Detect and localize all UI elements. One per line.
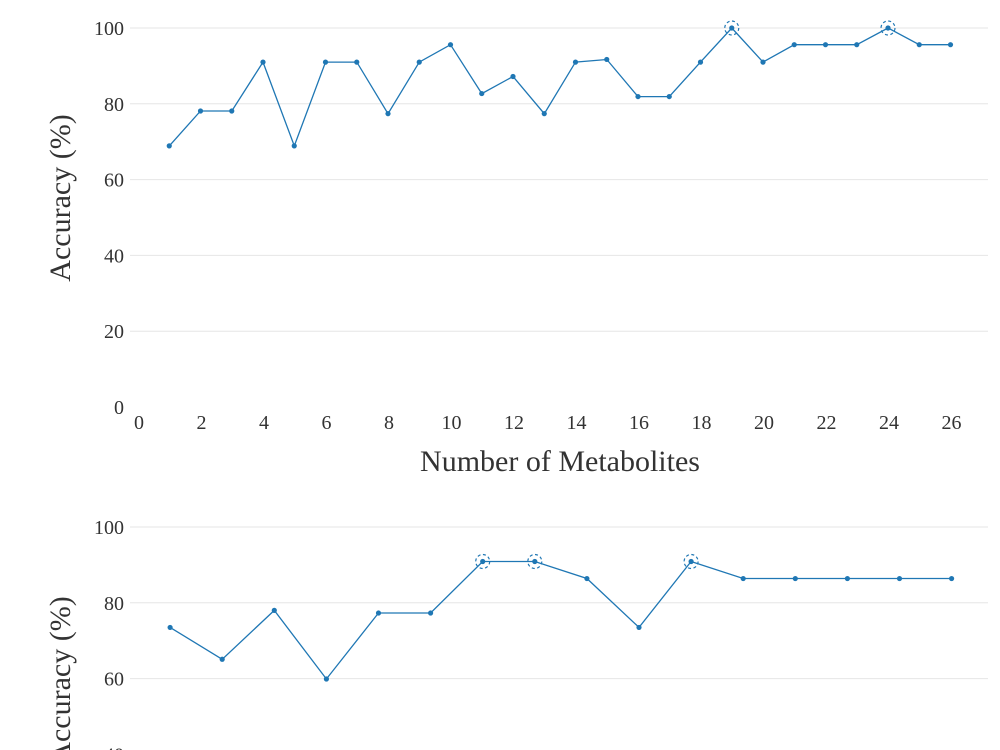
data-point bbox=[688, 558, 694, 565]
data-point bbox=[541, 111, 547, 117]
data-point bbox=[584, 575, 590, 582]
x-tick-label: 24 bbox=[879, 412, 899, 434]
x-tick-label: 16 bbox=[629, 412, 649, 434]
x-tick-label: 4 bbox=[259, 412, 269, 434]
data-point bbox=[947, 42, 954, 48]
y-tick-label: 100 bbox=[94, 18, 124, 40]
data-point bbox=[697, 59, 704, 65]
y-axis-title: Accuracy (%) bbox=[44, 596, 77, 750]
x-tick-label: 8 bbox=[384, 412, 394, 434]
data-point bbox=[729, 25, 735, 31]
data-point bbox=[572, 59, 579, 65]
data-point bbox=[854, 42, 860, 48]
data-point bbox=[480, 558, 486, 565]
data-point bbox=[666, 93, 672, 100]
data-point bbox=[323, 676, 329, 682]
data-point bbox=[166, 143, 172, 149]
data-point bbox=[822, 42, 829, 48]
data-point bbox=[260, 59, 266, 65]
data-point bbox=[792, 575, 798, 582]
y-axis-title: Accuracy (%) bbox=[44, 114, 77, 281]
x-tick-label: 22 bbox=[817, 412, 837, 434]
x-tick-label: 14 bbox=[567, 412, 587, 434]
x-tick-label: 2 bbox=[197, 412, 207, 434]
data-point bbox=[949, 575, 955, 582]
data-point bbox=[479, 90, 485, 97]
x-tick-label: 6 bbox=[322, 412, 332, 434]
data-point bbox=[271, 607, 277, 613]
data-point bbox=[636, 624, 642, 631]
data-point bbox=[354, 59, 360, 65]
data-point bbox=[322, 59, 329, 65]
y-tick-label: 60 bbox=[104, 170, 124, 192]
y-tick-label: 40 bbox=[104, 744, 124, 750]
y-tick-label: 80 bbox=[104, 593, 124, 615]
data-point bbox=[740, 575, 746, 582]
data-point bbox=[416, 59, 422, 65]
data-point bbox=[916, 42, 922, 48]
data-point bbox=[760, 59, 766, 65]
data-point bbox=[375, 610, 382, 616]
y-tick-label: 60 bbox=[104, 669, 124, 691]
x-tick-label: 10 bbox=[442, 412, 462, 434]
highlight-ring bbox=[475, 553, 491, 570]
x-tick-label: 20 bbox=[754, 412, 774, 434]
data-point bbox=[885, 25, 891, 31]
data-point bbox=[428, 610, 434, 616]
highlight-ring bbox=[880, 20, 896, 36]
data-point bbox=[844, 575, 851, 582]
data-point bbox=[447, 42, 454, 48]
data-point bbox=[635, 93, 641, 100]
x-tick-label: 26 bbox=[942, 412, 962, 434]
y-tick-label: 20 bbox=[104, 321, 124, 343]
highlight-ring bbox=[527, 553, 543, 570]
data-point bbox=[385, 111, 391, 117]
x-tick-label: 12 bbox=[504, 412, 524, 434]
y-tick-label: 80 bbox=[104, 94, 124, 116]
data-point bbox=[510, 73, 516, 80]
y-tick-label: 40 bbox=[104, 245, 124, 267]
highlight-ring bbox=[724, 20, 740, 36]
series-line bbox=[169, 560, 952, 681]
data-point bbox=[604, 56, 610, 63]
data-point bbox=[791, 42, 797, 48]
series-line bbox=[168, 27, 951, 148]
data-point bbox=[291, 143, 297, 149]
data-point bbox=[896, 575, 903, 582]
x-tick-label: 0 bbox=[134, 412, 144, 434]
x-axis-title: Number of Metabolites bbox=[420, 445, 700, 478]
data-point bbox=[167, 624, 173, 631]
y-tick-label: 100 bbox=[94, 517, 124, 539]
data-point bbox=[532, 558, 538, 565]
highlight-ring bbox=[683, 553, 699, 570]
x-tick-label: 18 bbox=[692, 412, 712, 434]
bottom-accuracy-chart: 40 60 80 100 Accuracy (%) bbox=[44, 517, 988, 750]
y-tick-label: 0 bbox=[114, 397, 124, 419]
data-point bbox=[219, 656, 225, 662]
data-point bbox=[229, 108, 235, 114]
data-point bbox=[197, 108, 204, 114]
